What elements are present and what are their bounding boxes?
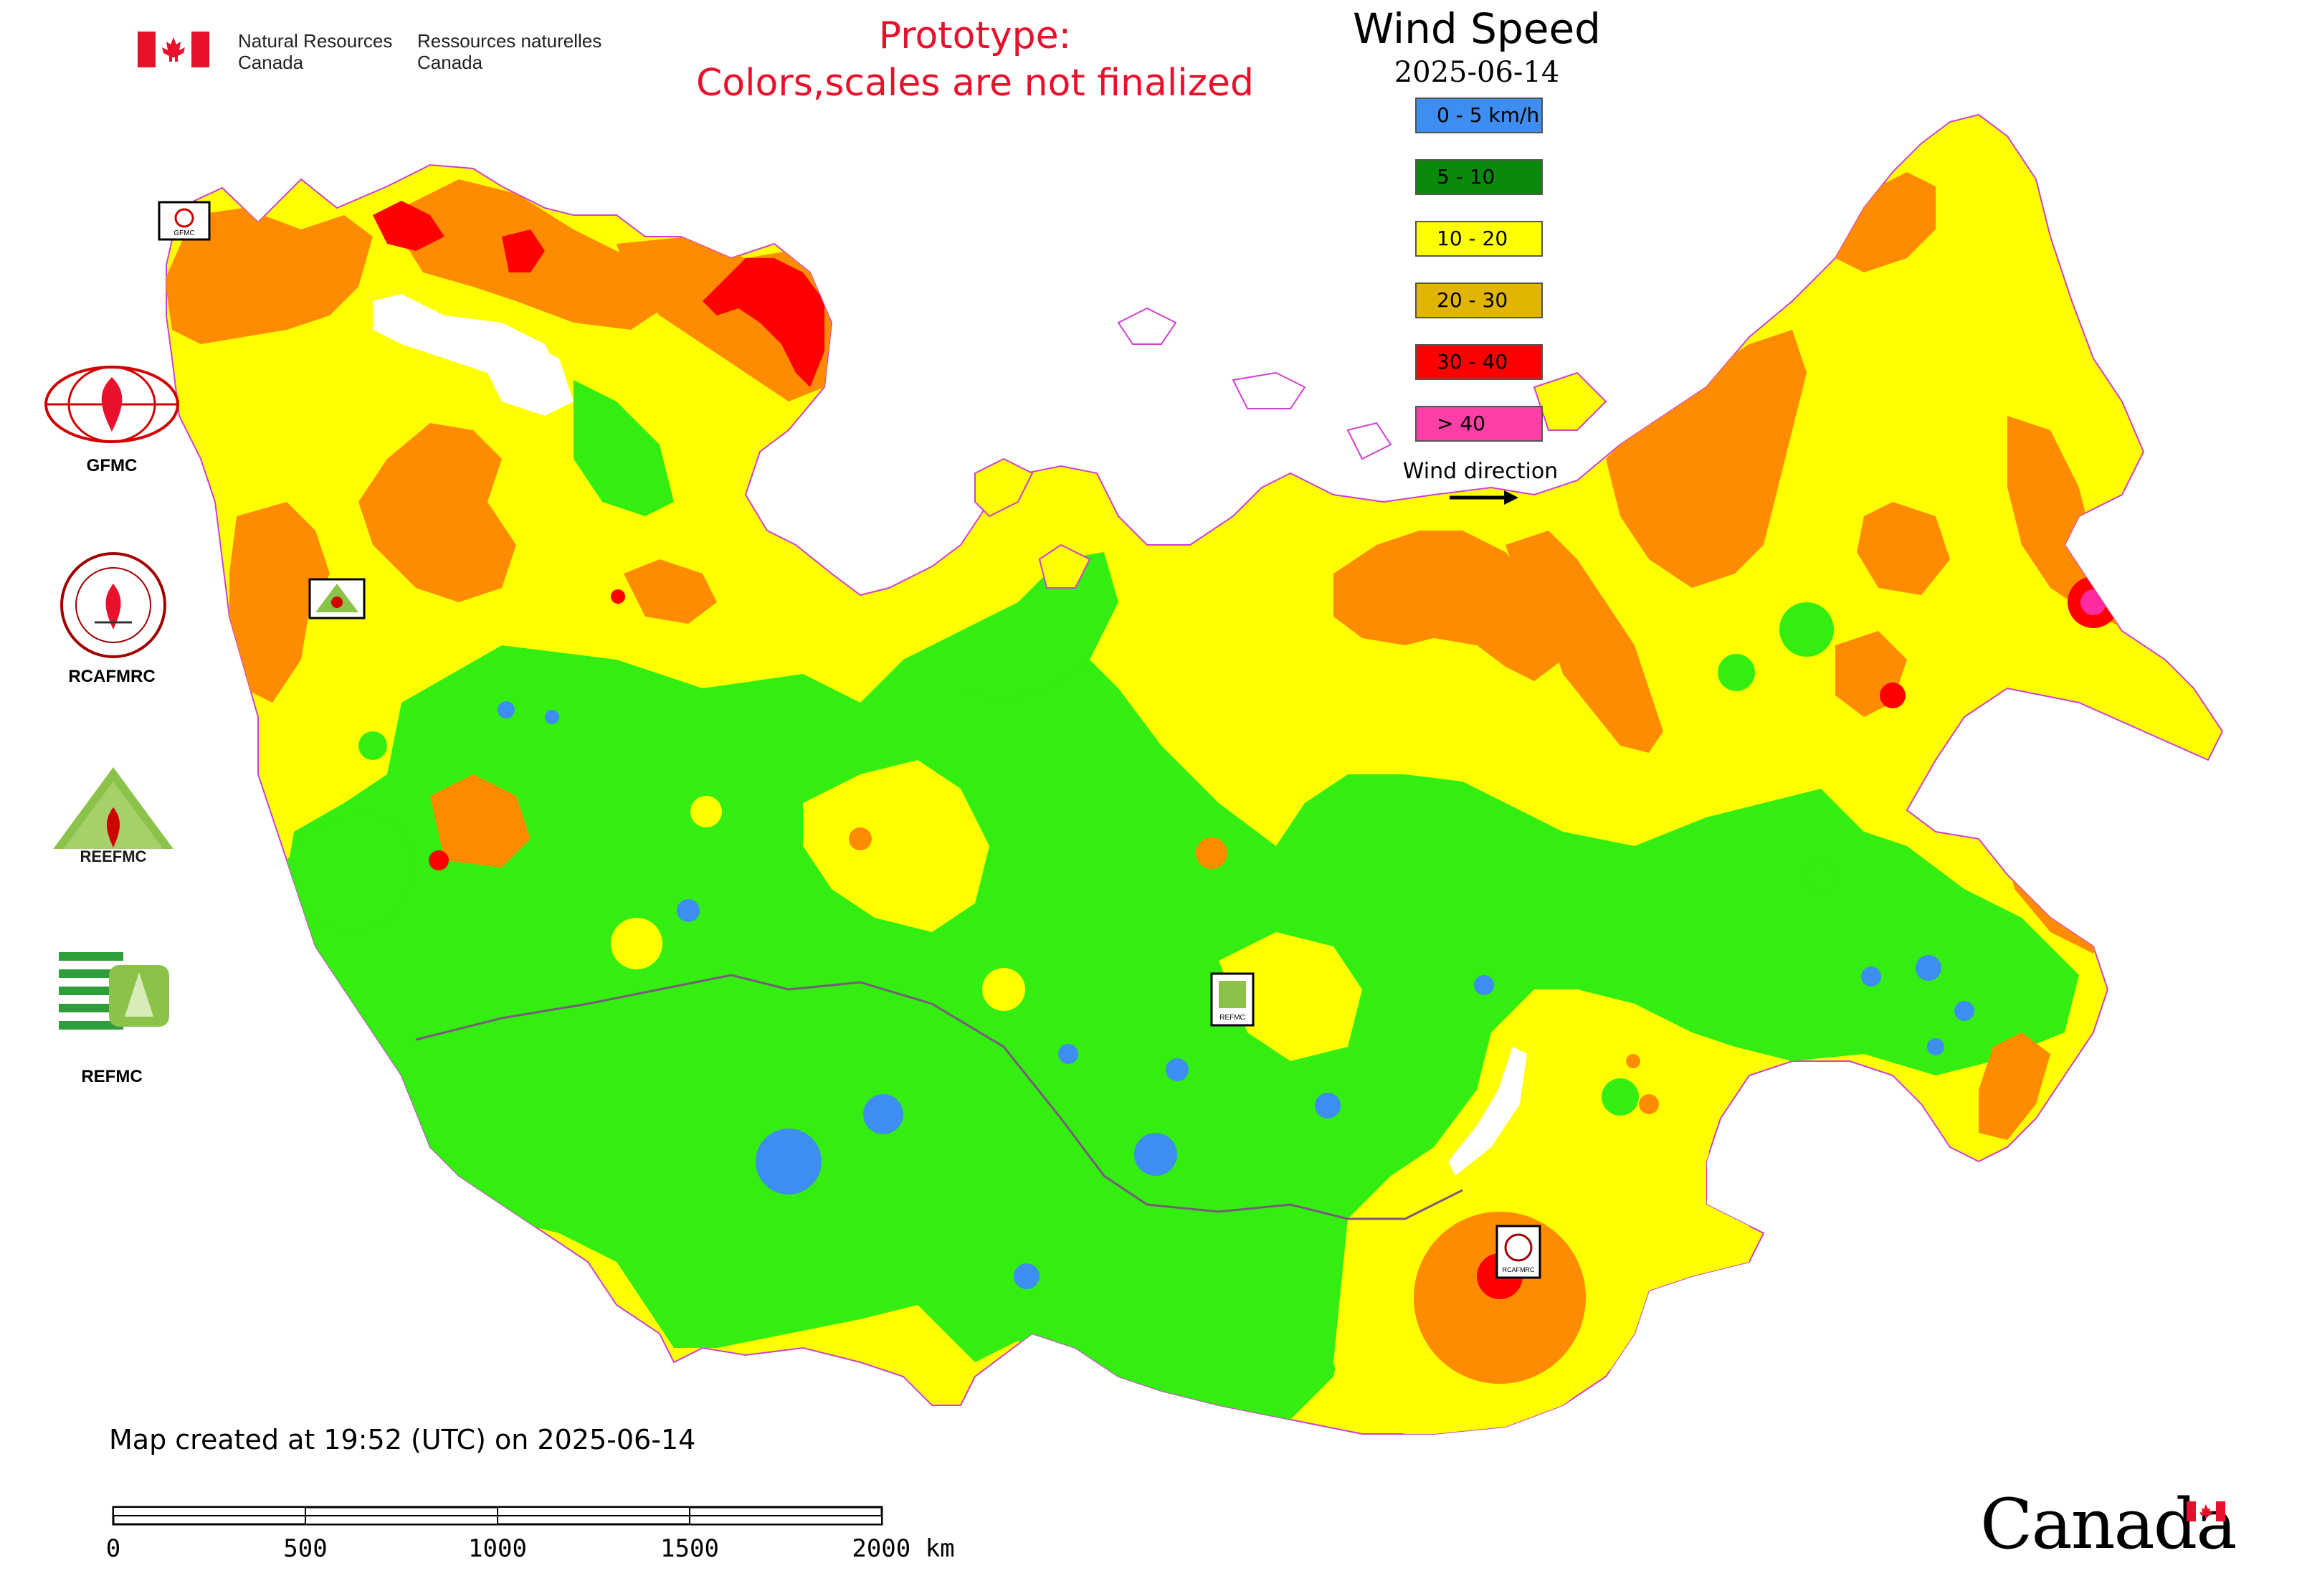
scale-bar [112,1506,883,1526]
wind-zones [166,172,2151,1434]
legend-item: 10 - 20 [1415,221,1543,257]
marker-refmc-label: REFMC [1219,1014,1245,1022]
nrcan-fr-line2: Canada [417,52,483,73]
gfmc-label: GFMC [86,456,138,475]
canada-wordmark-flag-icon [2187,1501,2225,1521]
fire-seal-icon [60,552,166,658]
canada-wordmark: Canada [1980,1484,2237,1564]
nrcan-name-fr: Ressources naturelles Canada [417,30,604,73]
scale-tick-500: 500 [283,1534,328,1563]
reefmc-wordmark: REEFMC [80,847,147,865]
scale-tick-2000: 2000 km [852,1534,955,1563]
scale-tick-1500: 1500 [660,1534,719,1563]
legend-item: 30 - 40 [1415,344,1543,380]
marker-gfmc-label: GFMC [173,229,194,237]
map-title: Wind Speed [1352,4,1602,53]
prototype-notice-line1: Prototype: [878,14,1072,57]
legend-item: 5 - 10 [1415,159,1543,195]
nrcan-en-line1: Natural Resources [238,30,393,52]
rcafmrc-label: RCAFMRC [68,667,156,686]
scale-tick-0: 0 [105,1534,121,1563]
refmc-label: REFMC [81,1067,143,1086]
canada-flag-icon [138,32,209,67]
marker-gfmc[interactable]: GFMC [158,201,211,241]
nrcan-fr-line1: Ressources naturelles [417,30,602,52]
marker-refmc[interactable]: REFMC [1210,972,1255,1027]
rcafmrc-logo [59,551,168,660]
nrcan-name-en: Natural Resources Canada [238,30,410,73]
wind-direction-arrow-icon [1450,490,1518,505]
map-date: 2025-06-14 [1394,56,1560,89]
stripes-logo-icon [59,945,169,1034]
scale-tick-1000: 1000 [468,1534,527,1563]
marker-rcafmrc-label: RCAFMRC [1503,1266,1535,1273]
map-created-timestamp: Map created at 19:52 (UTC) on 2025-06-14 [109,1424,696,1455]
legend-item: > 40 [1415,406,1543,442]
reefmc-logo: REEFMC [37,764,189,872]
legend-item: 20 - 30 [1415,282,1543,318]
gfmc-logo [42,363,182,449]
prototype-notice-line2: Colors,scales are not finalized [695,62,1255,105]
wind-direction-label: Wind direction [1402,459,1559,484]
nrcan-en-line2: Canada [238,52,304,73]
marker-reefmc[interactable] [308,578,366,619]
marker-rcafmrc[interactable]: RCAFMRC [1495,1225,1541,1279]
fire-globe-icon [44,366,179,443]
fire-triangle-icon: REEFMC [42,767,185,865]
legend-item: 0 - 5 km/h [1415,98,1543,133]
refmc-logo [59,945,171,1034]
